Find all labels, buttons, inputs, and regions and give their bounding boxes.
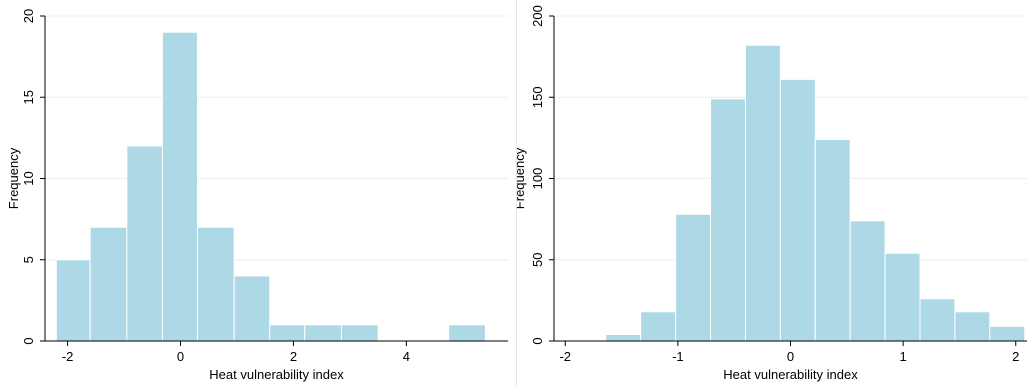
y-tick-label: 0 xyxy=(530,337,545,344)
y-tick-label: 0 xyxy=(21,337,36,344)
y-tick-label: 15 xyxy=(21,90,36,104)
bars xyxy=(55,31,486,342)
grid-lines xyxy=(45,15,508,261)
x-tick-label: 2 xyxy=(1012,349,1019,364)
bar-1-10 xyxy=(919,298,956,342)
bar-0-3 xyxy=(161,31,198,342)
x-tick-label: 0 xyxy=(177,349,184,364)
bar-1-2 xyxy=(640,311,677,342)
bar-1-9 xyxy=(884,252,921,342)
histogram-right: 0 50 100 150 200 -2 -1 0 1 2 Heat vulnerability in… xyxy=(517,0,1033,387)
bar-1-12 xyxy=(989,325,1026,342)
histogram-left-plot: 0 5 10 15 20 -2 0 2 4 Heat vulnerability index Fre… xyxy=(6,9,508,382)
bar-0-1 xyxy=(89,226,128,342)
bar-0-5 xyxy=(233,275,271,342)
bar-0-4 xyxy=(196,226,235,342)
bar-1-1 xyxy=(605,334,642,342)
bars xyxy=(605,44,1026,342)
y-tick-label: 100 xyxy=(530,168,545,190)
bar-1-6 xyxy=(779,78,816,342)
histogram-left: 0 5 10 15 20 -2 0 2 4 Heat vulnerability index Fre… xyxy=(0,0,516,387)
bar-1-4 xyxy=(710,98,746,342)
y-tick-label: 5 xyxy=(21,256,36,263)
bar-1-5 xyxy=(744,44,781,342)
y-tick-label: 50 xyxy=(530,253,545,267)
y-tick-label: 20 xyxy=(21,9,36,23)
x-tick-label: 1 xyxy=(900,349,907,364)
y-tick-label: 150 xyxy=(530,86,545,108)
x-tick-label: 2 xyxy=(290,349,297,364)
x-axis-label: Heat vulnerability index xyxy=(209,367,344,382)
histogram-right-plot: 0 50 100 150 200 -2 -1 0 1 2 Heat vulnerability in… xyxy=(517,5,1027,382)
bar-1-3 xyxy=(675,213,712,342)
panel-divider xyxy=(516,0,517,387)
y-axis-label: Frequency xyxy=(6,147,21,209)
bar-0-6 xyxy=(269,324,306,342)
bar-1-8 xyxy=(849,220,886,342)
bar-0-0 xyxy=(55,259,91,342)
bar-1-7 xyxy=(814,139,851,342)
bar-0-2 xyxy=(126,145,163,342)
x-tick-label: 0 xyxy=(787,349,794,364)
y-tick-label: 200 xyxy=(530,5,545,27)
bar-0-7 xyxy=(304,324,342,342)
bar-1-11 xyxy=(954,311,991,342)
bar-0-8 xyxy=(340,324,379,342)
x-tick-label: 4 xyxy=(403,349,410,364)
x-tick-label: -2 xyxy=(559,349,571,364)
x-tick-label: -1 xyxy=(672,349,684,364)
x-tick-label: -2 xyxy=(62,349,74,364)
y-axis-label: Frequency xyxy=(517,147,527,209)
bar-0-11 xyxy=(448,324,486,342)
x-axis-label: Heat vulnerability index xyxy=(723,367,858,382)
y-tick-label: 10 xyxy=(21,171,36,185)
